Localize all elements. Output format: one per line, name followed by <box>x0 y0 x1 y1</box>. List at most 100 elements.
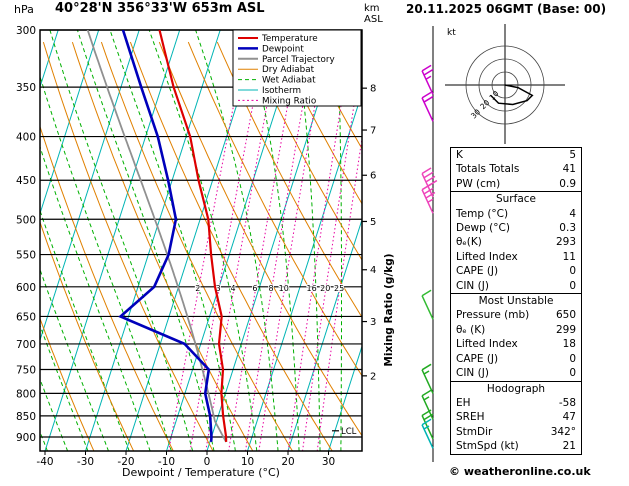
km-tick-label: 6 <box>370 171 376 182</box>
wind-barb-column <box>421 26 438 462</box>
pressure-tick-label: 800 <box>16 388 36 400</box>
row-value: 0.3 <box>559 222 576 235</box>
plot-border <box>39 29 363 452</box>
mixing-ratio-value: 4 <box>231 284 236 293</box>
row-label: PW (cm) <box>456 177 501 190</box>
km-tick-label: 4 <box>370 265 376 276</box>
mixing-ratio-lines <box>168 42 362 451</box>
row-label: Pressure (mb) <box>456 309 530 322</box>
temp-tick-label: 0 <box>204 456 211 468</box>
row-label: Lifted Index <box>456 250 518 263</box>
table-row-stmdir: StmDir 342° <box>451 425 581 439</box>
row-value: 299 <box>555 323 576 336</box>
row-value: 4 <box>569 207 576 220</box>
pressure-tick-label: 450 <box>16 175 36 187</box>
row-label: EH <box>456 396 471 409</box>
km-tick-label: 3 <box>370 317 376 328</box>
row-label: CIN (J) <box>456 367 489 380</box>
row-value: 5 <box>569 149 576 161</box>
wet-adiabat-lines <box>40 30 342 451</box>
pressure-unit-label: hPa <box>14 3 34 16</box>
hodograph-ring <box>478 58 532 112</box>
table-section-surface: Surface Temp (°C) 4 Dewp (°C) 0.3 θₑ(K) 293 Lif… <box>450 191 582 295</box>
table-row-k: θₑ (K) 299 <box>451 323 581 337</box>
hodograph-trace <box>490 84 534 106</box>
row-label: θₑ(K) <box>456 236 482 249</box>
lcl-marker: LCL <box>332 427 357 437</box>
table-section-most-unstable: Most Unstable Pressure (mb) 650 θₑ (K) 299 Li… <box>450 293 582 382</box>
temp-tick-label: -40 <box>36 456 53 468</box>
hodograph-ring-label: 20 <box>478 98 491 111</box>
km-tick-label: 5 <box>370 217 376 228</box>
temp-tick-label: 10 <box>241 456 254 468</box>
pressure-tick-label: 600 <box>16 282 36 294</box>
temp-tick-label: -20 <box>117 456 134 468</box>
table-row-pressure-mb: Pressure (mb) 650 <box>451 308 581 322</box>
mixing-ratio-value: 16 <box>306 284 316 293</box>
temp-tick-label: 30 <box>322 456 335 468</box>
hodograph-unit-label: kt <box>447 28 456 38</box>
row-label: SREH <box>456 411 485 424</box>
temp-tick-label: 20 <box>281 456 294 468</box>
km-tick-label: 7 <box>370 126 376 137</box>
legend-label-isotherm: Isotherm <box>262 86 301 96</box>
mixing-ratio-axis-title: Mixing Ratio (g/kg) <box>383 253 395 366</box>
row-label: CAPE (J) <box>456 352 499 365</box>
table-row-k: θₑ(K) 293 <box>451 235 581 249</box>
table-row-cin-j: CIN (J) 0 <box>451 279 581 293</box>
table-row-eh: EH -58 <box>451 396 581 410</box>
table-section-top: K 5 Totals Totals 41 PW (cm) 0.9 <box>450 147 582 193</box>
mixing-ratio-value-labels: 2 3 4 6 8 10 16 20 25 <box>194 283 345 294</box>
row-value: 293 <box>555 236 576 249</box>
table-row-cape-j: CAPE (J) 0 <box>451 264 581 278</box>
table-row-cape-j: CAPE (J) 0 <box>451 352 581 366</box>
wind-barb <box>421 91 434 122</box>
row-value: 0 <box>569 352 576 365</box>
datetime-title: 20.11.2025 06GMT (Base: 00) <box>406 2 607 16</box>
row-label: StmSpd (kt) <box>456 440 519 453</box>
pressure-tick-label: 550 <box>16 250 36 262</box>
x-axis-title: Dewpoint / Temperature (°C) <box>122 466 280 479</box>
row-value: 650 <box>555 309 576 322</box>
row-label: CIN (J) <box>456 279 489 292</box>
mixing-ratio-value: 25 <box>334 284 344 293</box>
pressure-tick-label: 300 <box>16 25 36 37</box>
table-row-lifted-index: Lifted Index 18 <box>451 337 581 351</box>
pressure-tick-label: 350 <box>16 82 36 94</box>
table-row-dewp-c: Dewp (°C) 0.3 <box>451 221 581 235</box>
km-tick-label: 2 <box>370 371 376 382</box>
indices-table: K 5 Totals Totals 41 PW (cm) 0.9 Surface Temp (… <box>450 147 582 455</box>
table-row-lifted-index: Lifted Index 11 <box>451 250 581 264</box>
temp-tick-label: -10 <box>158 456 175 468</box>
hodograph-ring <box>491 71 519 99</box>
table-section-hodograph: Hodograph EH -58 SREH 47 StmDir 342° StmSpd (kt… <box>450 380 582 455</box>
mixing-ratio-value: 6 <box>252 284 257 293</box>
station-title: 40°28'N 356°33'W 653m ASL <box>55 1 265 16</box>
temp-tick-label: -30 <box>77 456 94 468</box>
altitude-unit-km: km <box>364 3 380 14</box>
row-value: 18 <box>562 338 576 351</box>
row-value: 47 <box>562 411 576 424</box>
pressure-tick-label: 650 <box>16 311 36 323</box>
legend-label-dewpoint: Dewpoint <box>262 44 304 54</box>
mixing-ratio-value: 8 <box>268 284 273 293</box>
pressure-tick-label: 400 <box>16 132 36 144</box>
table-section-title: Hodograph <box>486 382 546 395</box>
table-row-sreh: SREH 47 <box>451 410 581 424</box>
wind-barbs <box>421 64 438 449</box>
table-row-temp-c: Temp (°C) 4 <box>451 207 581 221</box>
row-value: 21 <box>562 440 576 453</box>
row-value: 41 <box>562 163 576 176</box>
axis-labels: 300350400450500550600650700750800850900-… <box>16 25 376 468</box>
legend-label-parcel-trajectory: Parcel Trajectory <box>262 55 335 65</box>
row-label: CAPE (J) <box>456 265 499 278</box>
pressure-tick-label: 500 <box>16 214 36 226</box>
row-label: θₑ (K) <box>456 323 486 336</box>
legend-label-temperature: Temperature <box>261 34 318 44</box>
legend-label-wet-adiabat: Wet Adiabat <box>262 76 316 86</box>
mixing-ratio-value: 2 <box>195 284 200 293</box>
row-value: 0 <box>569 265 576 278</box>
table-row-totals-totals: Totals Totals 41 <box>451 162 581 176</box>
hodograph-ring-label: 10 <box>487 89 500 102</box>
